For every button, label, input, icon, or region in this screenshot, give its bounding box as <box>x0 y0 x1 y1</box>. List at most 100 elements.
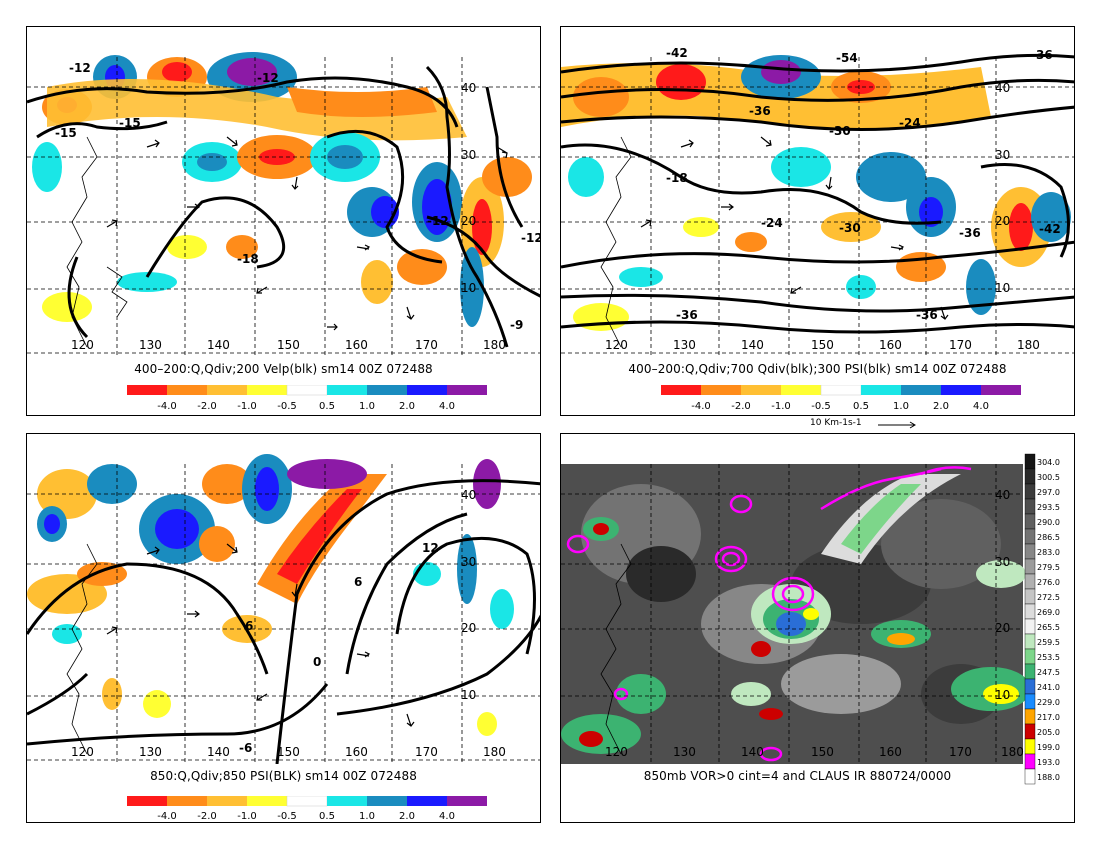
lon-label: 140 <box>207 745 230 759</box>
ir-swatch <box>1024 678 1036 695</box>
contour-label: -6 <box>239 741 252 755</box>
lat-label: 30 <box>995 148 1010 162</box>
colorbar-label: 0.5 <box>319 811 335 822</box>
lon-label: 180 <box>483 745 506 759</box>
lon-label: 150 <box>811 745 834 759</box>
grid <box>27 464 540 764</box>
contour-label: -9 <box>510 318 523 332</box>
lat-label: 10 <box>461 281 476 295</box>
ir-swatch <box>1024 738 1036 755</box>
lon-label: 130 <box>673 338 696 352</box>
lat-label: 10 <box>461 688 476 702</box>
contour-label: -42 <box>1039 222 1061 236</box>
wind-arrows <box>106 136 508 331</box>
colorbar-label: 4.0 <box>439 811 455 822</box>
colorbar-label: -4.0 <box>157 401 177 412</box>
colorbar-label: -2.0 <box>197 401 217 412</box>
contour-label: -12 <box>427 214 449 228</box>
panel-850-divergence-psi: 12 6 6 0 -6 40 30 20 10 120 130 140 150 … <box>26 433 541 823</box>
lat-label: 30 <box>995 555 1010 569</box>
colorbar-label: -4.0 <box>157 811 177 822</box>
lon-label: 120 <box>71 338 94 352</box>
lon-label: 150 <box>277 338 300 352</box>
contour-label: -24 <box>761 216 783 230</box>
ir-swatch <box>1024 768 1036 785</box>
contours <box>561 53 1074 334</box>
contour-label: -18 <box>237 252 259 266</box>
lat-label: 40 <box>461 488 476 502</box>
lon-label: 180 <box>483 338 506 352</box>
colorbar-label: -2.0 <box>731 401 751 412</box>
contours <box>27 479 540 764</box>
ir-colorbar: 304.0 300.5 297.0 293.5 290.0 286.5 283.0 279.5… <box>1024 453 1060 785</box>
panel-vorticity-ir: 40 30 20 10 120 130 140 150 160 170 180 … <box>560 433 1075 823</box>
ir-swatch <box>1024 513 1036 530</box>
ir-swatch <box>1024 708 1036 725</box>
colorbar-label: -0.5 <box>811 401 831 412</box>
contour-label: -30 <box>829 124 851 138</box>
grid <box>27 57 540 357</box>
colorbar: -4.0 -2.0 -1.0 -0.5 0.5 1.0 2.0 4.0 <box>127 796 487 822</box>
colorbar-label: 2.0 <box>933 401 949 412</box>
lat-label: 40 <box>995 81 1010 95</box>
lon-label: 150 <box>811 338 834 352</box>
ir-shading <box>561 474 1031 754</box>
lon-label: 140 <box>741 338 764 352</box>
ir-swatch <box>1024 618 1036 635</box>
contour-label: -36 <box>959 226 981 240</box>
contour-label: -15 <box>55 126 77 140</box>
lon-label: 120 <box>605 338 628 352</box>
shading <box>27 454 514 736</box>
ir-swatch <box>1024 528 1036 545</box>
ir-scale-label: 286.5 <box>1037 533 1060 542</box>
ir-scale-label: 300.5 <box>1037 473 1060 482</box>
colorbar-label: 4.0 <box>439 401 455 412</box>
lon-label: 140 <box>207 338 230 352</box>
lon-label: 180 <box>1017 338 1040 352</box>
ir-scale-label: 259.5 <box>1037 638 1060 647</box>
ir-swatch <box>1024 573 1036 590</box>
contour-label: -30 <box>839 221 861 235</box>
contours <box>27 65 540 348</box>
vector-reference-label: 10 Km-1s-1 <box>810 418 862 428</box>
ir-scale-label: 241.0 <box>1037 683 1060 692</box>
colorbar-label: 1.0 <box>893 401 909 412</box>
colorbar-label: 1.0 <box>359 811 375 822</box>
ir-swatch <box>1024 453 1036 470</box>
lon-label: 170 <box>415 338 438 352</box>
ir-swatch <box>1024 588 1036 605</box>
contour-label: -36 <box>749 104 771 118</box>
ir-scale-label: 283.0 <box>1037 548 1060 557</box>
contour-label: -36 <box>916 308 938 322</box>
map-plot: 40 30 20 10 120 130 140 150 160 170 180 <box>561 464 1031 764</box>
map-plot: -42 -54 -36 -36 -30 -24 -18 -24 -30 -36 … <box>561 46 1074 357</box>
ir-swatch <box>1024 468 1036 485</box>
ir-swatch <box>1024 543 1036 560</box>
ir-scale-label: 297.0 <box>1037 488 1060 497</box>
contour-label: -12 <box>257 71 279 85</box>
lat-label: 40 <box>461 81 476 95</box>
contour-label: -36 <box>676 308 698 322</box>
contour-label: 12 <box>422 541 439 555</box>
lon-label: 150 <box>277 745 300 759</box>
vorticity-contours <box>566 466 972 762</box>
lat-label: 40 <box>995 488 1010 502</box>
lon-label: 170 <box>949 745 972 759</box>
ir-scale-label: 269.0 <box>1037 608 1060 617</box>
colorbar-label: 2.0 <box>399 401 415 412</box>
ir-swatch <box>1024 633 1036 650</box>
ir-scale-label: 279.5 <box>1037 563 1060 572</box>
ir-scale-label: 188.0 <box>1037 773 1060 782</box>
colorbar-label: -1.0 <box>771 401 791 412</box>
contour-label: -18 <box>666 171 688 185</box>
colorbar-label: -0.5 <box>277 401 297 412</box>
lat-label: 30 <box>461 555 476 569</box>
lat-label: 20 <box>995 621 1010 635</box>
contour-label: -36 <box>1031 48 1053 62</box>
colorbar-label: -2.0 <box>197 811 217 822</box>
ir-scale-label: 265.5 <box>1037 623 1060 632</box>
lon-label: 120 <box>605 745 628 759</box>
contour-label: 0 <box>313 655 321 669</box>
ir-scale-label: 253.5 <box>1037 653 1060 662</box>
ir-scale-label: 217.0 <box>1037 713 1060 722</box>
